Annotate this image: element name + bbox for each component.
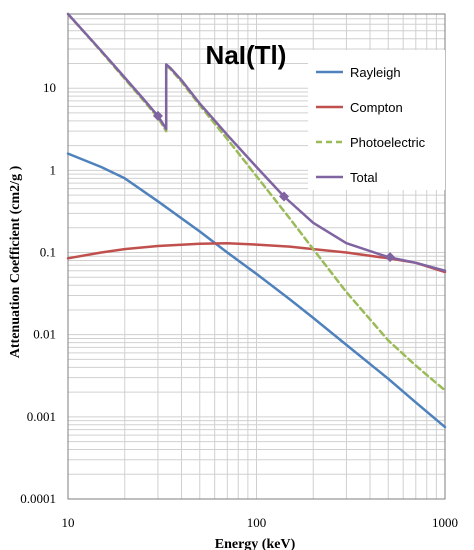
y-axis-title: Attenuation Coefficient (cm2/g ) <box>8 165 23 358</box>
y-tick-label: 10 <box>43 80 56 95</box>
x-tick-label: 10 <box>62 515 75 530</box>
legend-label-compton: Compton <box>350 100 403 115</box>
total-marker <box>385 252 396 263</box>
total-marker <box>279 191 290 202</box>
chart-title: NaI(Tl) <box>206 40 287 70</box>
series-lines <box>66 12 447 429</box>
legend-entries: Rayleigh Compton Photoelectric Total <box>316 65 426 185</box>
total-marker <box>152 110 163 121</box>
legend: Rayleigh Compton Photoelectric Total <box>308 50 445 190</box>
y-tick-label: 0.0001 <box>20 491 56 506</box>
y-axis-tick-labels: 0.0001 0.001 0.01 0.1 1 10 <box>20 80 56 506</box>
legend-label-total: Total <box>350 170 378 185</box>
x-tick-label: 1000 <box>432 515 458 530</box>
legend-label-rayleigh: Rayleigh <box>350 65 401 80</box>
series-line-total <box>66 12 447 272</box>
legend-box <box>308 50 445 190</box>
series-line-rayleigh <box>66 152 447 429</box>
total-markers <box>152 110 396 263</box>
x-axis-tick-labels: 10 100 1000 <box>62 515 459 530</box>
plot-area-border <box>67 13 446 500</box>
y-tick-label: 0.001 <box>27 409 56 424</box>
y-tick-label: 0.01 <box>33 327 56 342</box>
x-tick-label: 100 <box>247 515 267 530</box>
y-tick-label: 0.1 <box>40 245 56 260</box>
x-axis-title: Energy (keV) <box>215 537 296 550</box>
legend-label-photoelectric: Photoelectric <box>350 135 426 150</box>
y-tick-label: 1 <box>50 162 57 177</box>
